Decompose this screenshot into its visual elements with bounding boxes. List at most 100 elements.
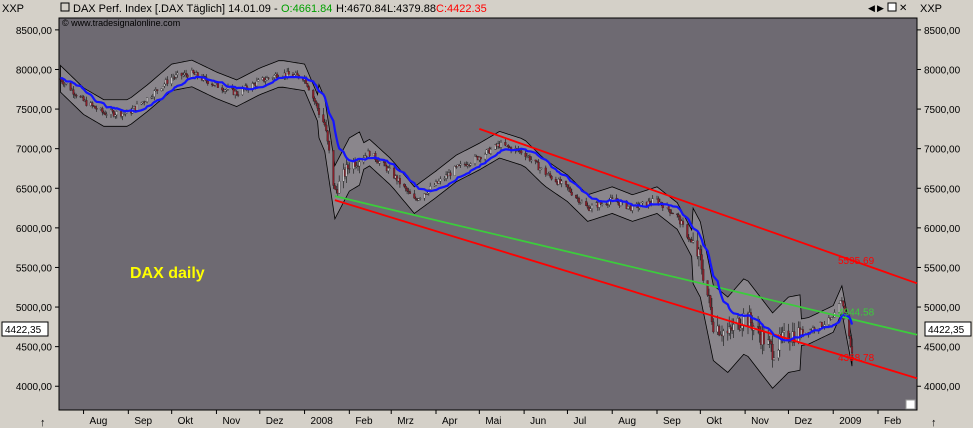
low-value: L:4379.88	[387, 3, 436, 15]
y-tick-label: 7500,00	[16, 105, 53, 116]
candle-body	[75, 95, 78, 97]
candle-body	[140, 102, 143, 105]
candle-body	[741, 325, 744, 329]
candle-body	[453, 166, 456, 176]
candle-body	[687, 237, 690, 240]
y-tick-label: 8500,00	[16, 26, 53, 37]
x-tick-label: Aug	[618, 416, 636, 427]
candle-body	[296, 72, 299, 76]
restore-icon[interactable]	[887, 2, 897, 12]
candle-body	[109, 109, 113, 115]
arrow-right-icon[interactable]: ▶	[877, 3, 884, 13]
candle-body	[499, 142, 503, 148]
candle-body	[102, 112, 105, 114]
candle-body	[767, 339, 770, 345]
candle-body	[772, 357, 776, 360]
y-tick-label-right: 8500,00	[924, 26, 961, 37]
candle-body	[94, 105, 97, 109]
candle-body	[382, 161, 386, 163]
current-price-right: 4422,35	[928, 325, 965, 336]
candle-body	[832, 316, 835, 319]
channel-line-green	[334, 195, 918, 336]
candle-body	[544, 167, 547, 175]
candle-body	[520, 150, 523, 154]
x-tick-label: Dez	[266, 416, 284, 427]
x-tick-label: Dez	[794, 416, 812, 427]
candle-body	[393, 167, 396, 179]
candle-body	[65, 83, 68, 85]
resize-grip-icon[interactable]	[905, 399, 916, 410]
candle-body	[186, 74, 189, 78]
channel-line-red	[479, 128, 918, 285]
candle-body	[225, 89, 228, 91]
window-controls: ◀ ▶ ✕	[868, 2, 907, 14]
candle-body	[651, 198, 654, 204]
candle-body	[112, 111, 115, 117]
candle-body	[560, 180, 563, 184]
candle-body	[306, 83, 309, 87]
candle-body	[590, 204, 594, 209]
y-tick-label: 4000,00	[16, 382, 53, 393]
candle-body	[564, 180, 568, 185]
candle-body	[827, 317, 830, 325]
candle-body	[732, 324, 735, 331]
channel-labels: 5595.69 4944.58 4368.78	[838, 256, 875, 364]
close-icon[interactable]: ✕	[899, 3, 907, 14]
arrow-left-icon[interactable]: ◀	[868, 3, 875, 13]
y-tick-label: 8000,00	[16, 65, 53, 76]
candle-body	[124, 113, 127, 115]
candle-body	[728, 326, 731, 334]
candle-body	[224, 89, 227, 92]
y-tick-label: 4500,00	[16, 343, 53, 354]
candle-body	[185, 73, 188, 76]
y-tick-label-right: 6500,00	[924, 184, 961, 195]
candle-body	[408, 191, 412, 194]
x-tick-label: Jun	[530, 416, 546, 427]
candle-body	[586, 205, 589, 208]
candle-body	[312, 90, 315, 99]
candle-body	[237, 94, 240, 96]
candle-body	[82, 96, 85, 101]
x-tick-label: Okt	[706, 416, 722, 427]
scroll-up-right-icon[interactable]: ↑	[931, 417, 937, 428]
copyright: © www.tradesignalonline.com	[62, 18, 180, 28]
candle-body	[375, 159, 378, 162]
candle-body	[437, 180, 440, 184]
y-tick-label-right: 4000,00	[924, 382, 961, 393]
candle-body	[850, 346, 854, 354]
x-tick-label: Mai	[485, 416, 501, 427]
candle-body	[611, 197, 614, 199]
candle-body	[546, 174, 549, 176]
candle-body	[739, 328, 742, 330]
candle-body	[267, 77, 270, 79]
candle-body	[589, 208, 592, 211]
candle-body	[676, 213, 679, 215]
candle-body	[570, 191, 573, 196]
chart-title: DAX Perf. Index [.DAX Täglich] 14.01.09 …	[73, 3, 278, 15]
candle-body	[616, 201, 620, 203]
candle-body	[417, 198, 420, 201]
candle-body	[494, 144, 497, 150]
channel-line-red	[334, 199, 918, 380]
candle-body	[176, 72, 179, 75]
y-tick-label: 5000,00	[16, 303, 53, 314]
open-value: O:4661.84	[281, 3, 332, 15]
blue-indicator-line	[60, 75, 854, 342]
candle-body	[315, 101, 318, 104]
candle-body	[212, 84, 215, 86]
y-axis-right: 8500,00 8000,00 7500,00 7000,00 6500,00 6000,…	[917, 26, 961, 393]
candle-body	[830, 317, 833, 320]
y-tick-label: 7000,00	[16, 145, 53, 156]
candle-body	[534, 159, 537, 162]
candle-body	[585, 201, 588, 206]
candle-body	[170, 77, 173, 84]
y-tick-label-right: 6000,00	[924, 224, 961, 235]
candle-body	[313, 98, 316, 102]
candle-body	[166, 79, 169, 84]
candle-body	[849, 335, 852, 347]
candle-body	[686, 224, 689, 238]
candle-body	[434, 181, 438, 186]
header-checkbox[interactable]	[60, 2, 70, 12]
x-tick-label: 2008	[311, 416, 334, 427]
scroll-up-icon[interactable]: ↑	[40, 417, 46, 428]
